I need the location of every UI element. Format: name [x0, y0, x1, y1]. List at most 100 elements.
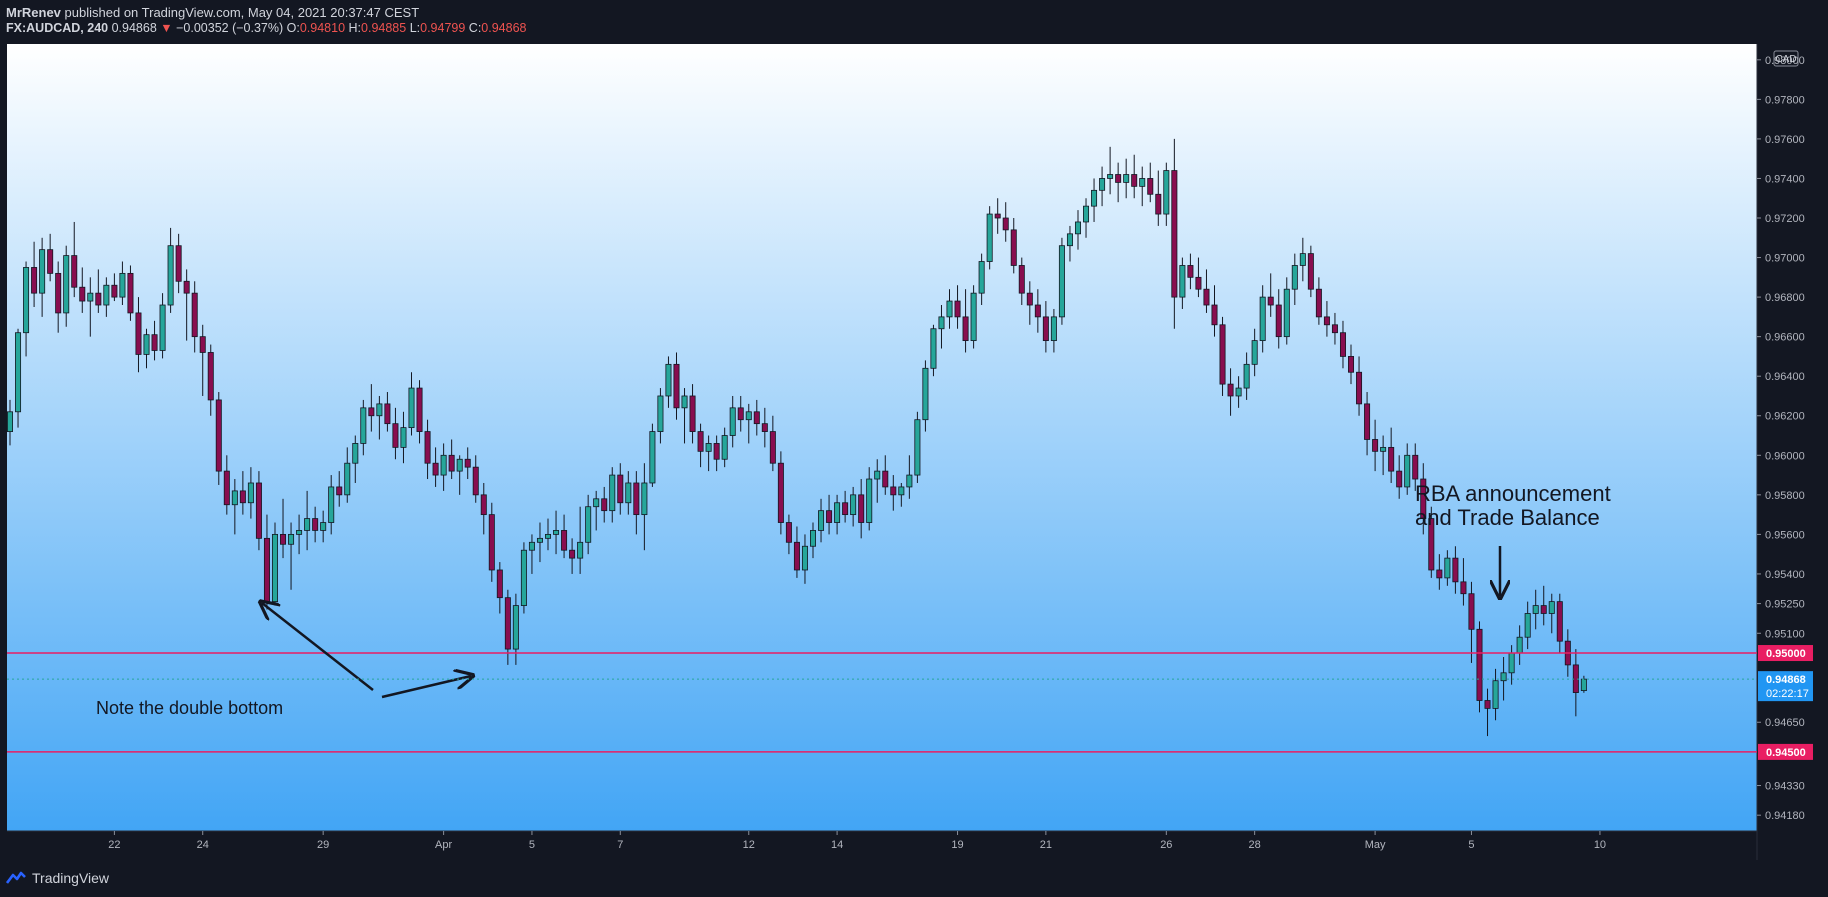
- candle: [810, 522, 817, 559]
- price-axis[interactable]: 0.98000 0.97800 0.97600 0.97400 0.97200 0.970…: [1757, 55, 1805, 822]
- candle-body-down: [368, 407, 375, 417]
- candle: [1050, 308, 1057, 353]
- arrow-to-first-bottom: [262, 603, 374, 691]
- price-tick-label: 0.97600: [1765, 134, 1805, 146]
- candle-body-down: [753, 411, 760, 425]
- candle: [577, 506, 584, 574]
- candle-body-down: [1219, 324, 1226, 385]
- candle: [472, 455, 479, 503]
- tradingview-logo-icon[interactable]: [6, 871, 26, 885]
- candle: [440, 443, 447, 491]
- candle: [103, 277, 110, 317]
- candle-body-up: [1524, 613, 1531, 638]
- candle-body-up: [352, 443, 359, 464]
- candle-body-up: [1123, 174, 1130, 183]
- candle-body-up: [103, 284, 110, 306]
- candle: [1436, 554, 1443, 590]
- candle: [368, 384, 375, 432]
- candle-body-down: [1476, 628, 1483, 701]
- horizontal-levels: [7, 652, 1757, 753]
- candle: [1115, 162, 1122, 203]
- candle: [874, 459, 881, 503]
- candle: [1267, 273, 1274, 317]
- candle: [255, 471, 262, 551]
- candle-body-up: [456, 458, 463, 472]
- candle-body-down: [1307, 253, 1314, 290]
- currency-label: CAD: [1775, 54, 1796, 65]
- price-tick-label: 0.95400: [1765, 569, 1805, 581]
- candle: [1211, 285, 1218, 337]
- candle: [1002, 202, 1009, 242]
- time-tick-label: 26: [1160, 839, 1172, 851]
- candle: [520, 542, 527, 614]
- candle: [1283, 277, 1290, 345]
- candle: [946, 289, 953, 329]
- candle: [826, 494, 833, 535]
- candle: [71, 221, 78, 298]
- candle-body-down: [882, 470, 889, 488]
- candle: [408, 372, 415, 436]
- candle: [127, 265, 134, 321]
- candle: [296, 514, 303, 555]
- candle-body-up: [866, 478, 873, 523]
- candle: [994, 198, 1001, 234]
- candle: [801, 534, 808, 584]
- candle-body-up: [1050, 316, 1057, 342]
- candle-body-down: [280, 533, 287, 545]
- candle-body-up: [625, 482, 632, 504]
- candle: [392, 407, 399, 460]
- candle-body-up: [1380, 446, 1387, 452]
- currency-badge: [1773, 50, 1799, 67]
- candle-body-down: [1556, 601, 1563, 642]
- candle: [1243, 352, 1250, 400]
- price-tick-label: 0.94180: [1765, 810, 1805, 822]
- candle: [376, 395, 383, 440]
- candle: [111, 273, 118, 302]
- candle: [480, 482, 487, 535]
- down-triangle-icon: ▼: [160, 21, 173, 35]
- candle: [1235, 376, 1242, 408]
- candle: [288, 522, 295, 590]
- candle-body-down: [673, 363, 680, 409]
- candle-body-up: [978, 261, 985, 294]
- candle-body-down: [392, 423, 399, 448]
- tradingview-brand[interactable]: TradingView: [32, 870, 110, 886]
- candle: [271, 522, 278, 606]
- candle-body-down: [1323, 316, 1330, 326]
- candle: [199, 324, 206, 396]
- candle: [312, 506, 319, 543]
- candle: [1010, 218, 1017, 274]
- candle: [352, 435, 359, 483]
- candle-body-up: [1508, 652, 1515, 674]
- candle: [159, 293, 166, 359]
- candle: [23, 261, 30, 357]
- candle-body-down: [47, 249, 54, 274]
- candle-body-up: [577, 541, 584, 559]
- candle-body-down: [601, 498, 608, 512]
- candle-body-up: [850, 494, 857, 516]
- candle-body-down: [336, 486, 343, 496]
- candle-body-down: [1484, 700, 1491, 709]
- candle-body-down: [689, 395, 696, 432]
- candle: [1123, 158, 1130, 199]
- candle-body-up: [609, 474, 616, 512]
- candle: [1548, 593, 1555, 634]
- candle-body-down: [127, 272, 134, 314]
- candle: [713, 435, 720, 472]
- candle: [1099, 166, 1106, 207]
- candle: [866, 467, 873, 531]
- candle-body-down: [1436, 569, 1443, 579]
- price-axis-labels: 0.95000 0.94500: [1758, 645, 1813, 760]
- candle: [167, 227, 174, 313]
- time-axis[interactable]: 22 24 29 Apr 5 7 12 14 19 21 26 28 May 5 10: [108, 831, 1606, 851]
- candle-body-down: [111, 284, 118, 298]
- candle: [183, 269, 190, 341]
- candle: [761, 407, 768, 448]
- candle-body-down: [1339, 332, 1346, 357]
- low-value: 0.94799: [420, 21, 466, 35]
- candle: [1404, 443, 1411, 495]
- candle-body-down: [1331, 324, 1338, 334]
- candle-body-up: [1163, 170, 1170, 215]
- time-tick-label: 19: [951, 839, 963, 851]
